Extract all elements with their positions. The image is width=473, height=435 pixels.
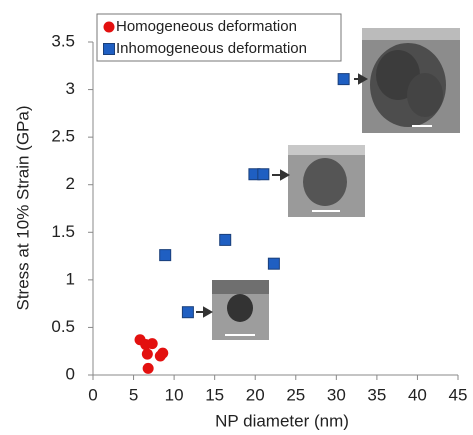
x-tick-label: 25 [286,385,305,404]
y-tick-label: 0 [66,364,75,383]
inset-images [212,28,460,340]
chart: NP diameter (nm) Stress at 10% Strain (G… [0,0,473,435]
point [142,349,153,360]
x-tick-label: 10 [165,385,184,404]
legend-label: Inhomogeneous deformation [116,40,307,57]
point [220,234,231,245]
y-tick-label: 2.5 [51,127,75,146]
point [157,348,168,359]
point [147,338,158,349]
point [338,74,349,85]
x-tick-label: 20 [246,385,265,404]
y-tick-label: 0.5 [51,317,75,336]
x-tick-label: 35 [367,385,386,404]
x-axis-title: NP diameter (nm) [215,411,349,430]
x-tick-label: 0 [88,385,97,404]
point [182,307,193,318]
y-tick-label: 3.5 [51,31,75,50]
x-tick-label: 5 [129,385,138,404]
legend-label: Homogeneous deformation [116,18,297,35]
x-tick-label: 30 [327,385,346,404]
y-tick-label: 2 [66,174,75,193]
x-tick-label: 15 [205,385,224,404]
y-axis-title: Stress at 10% Strain (GPa) [13,105,32,310]
x-tick-label: 40 [408,385,427,404]
legend-marker [104,44,115,55]
point [143,363,154,374]
y-tick-label: 1 [66,269,75,288]
point [258,169,269,180]
point [268,258,279,269]
legend-marker [104,22,115,33]
y-tick-label: 1.5 [51,222,75,241]
point [160,250,171,261]
y-tick-label: 3 [66,79,75,98]
x-tick-label: 45 [449,385,468,404]
